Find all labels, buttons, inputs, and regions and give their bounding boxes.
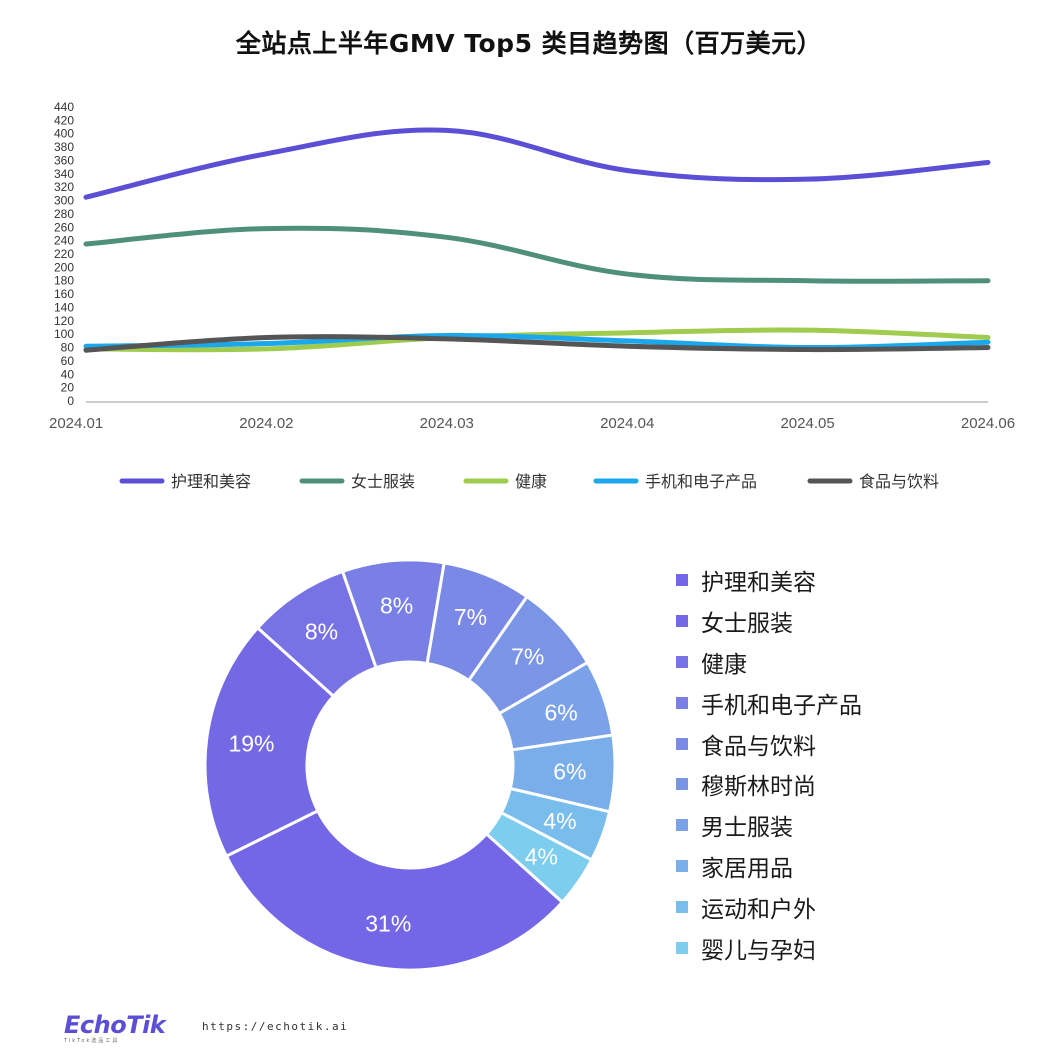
legend-swatch bbox=[676, 819, 688, 832]
y-tick-label: 100 bbox=[54, 327, 74, 341]
line-chart: 0204060801001201401601802002202402602803… bbox=[49, 100, 1015, 491]
chart-title: 全站点上半年GMV Top5 类目趋势图（百万美元） bbox=[235, 29, 823, 58]
y-tick-label: 420 bbox=[54, 113, 74, 127]
legend-item: 家居用品 bbox=[676, 846, 862, 887]
donut-slice bbox=[203, 625, 336, 859]
legend-label: 手机和电子产品 bbox=[701, 692, 862, 719]
legend-swatch bbox=[676, 615, 688, 628]
legend-item: 护理和美容 bbox=[676, 560, 862, 601]
legend-swatch bbox=[676, 941, 688, 954]
y-tick-label: 180 bbox=[54, 274, 74, 288]
y-tick-label: 80 bbox=[61, 341, 75, 355]
legend-label: 男士服装 bbox=[701, 815, 793, 842]
y-tick-label: 360 bbox=[54, 153, 74, 167]
legend-label: 女士服装 bbox=[701, 611, 793, 638]
slice-label: 7% bbox=[511, 644, 544, 670]
y-tick-label: 280 bbox=[54, 207, 74, 221]
legend-label: 家居用品 bbox=[701, 855, 793, 882]
y-tick-label: 300 bbox=[54, 194, 74, 208]
donut-chart: 31% 19% 8% 8% 7% 7% 6% 6% 4% 4% bbox=[203, 558, 617, 972]
legend-swatch bbox=[676, 655, 688, 668]
donut-legend: 护理和美容女士服装健康手机和电子产品 食品与饮料穆斯林时尚男士服装家居用品运动和户… bbox=[676, 560, 862, 968]
series-line-2 bbox=[83, 225, 991, 284]
y-tick-label: 340 bbox=[54, 167, 74, 181]
series-line-5 bbox=[83, 334, 991, 353]
y-tick-label: 140 bbox=[54, 300, 74, 314]
legend-swatch bbox=[676, 574, 688, 587]
legend-label: 运动和户外 bbox=[701, 896, 816, 923]
y-tick-label: 240 bbox=[54, 234, 74, 248]
legend-label: 健康 bbox=[515, 472, 547, 491]
x-tick-label: 2024.01 bbox=[49, 415, 103, 432]
x-tick-label: 2024.04 bbox=[600, 415, 654, 432]
series-line-3 bbox=[83, 327, 991, 353]
slice-label: 8% bbox=[380, 593, 413, 619]
slice-label: 4% bbox=[543, 808, 576, 834]
y-tick-label: 260 bbox=[54, 220, 74, 234]
legend-label: 护理和美容 bbox=[171, 472, 251, 491]
slice-label: 19% bbox=[228, 730, 274, 756]
legend-swatch bbox=[676, 737, 688, 750]
legend-item: 手机和电子产品 bbox=[676, 682, 862, 723]
y-tick-label: 60 bbox=[61, 354, 75, 368]
legend-label: 食品与饮料 bbox=[859, 472, 939, 491]
y-tick-label: 160 bbox=[54, 287, 74, 301]
legend-item: 婴儿与孕妇 bbox=[676, 927, 862, 968]
logo-subtitle: TikTok选品工具 bbox=[64, 1038, 120, 1044]
logo-text: EchoTik bbox=[64, 1011, 166, 1039]
legend-label: 护理和美容 bbox=[701, 570, 816, 597]
legend-label: 食品与饮料 bbox=[701, 733, 816, 760]
legend-label: 穆斯林时尚 bbox=[701, 774, 816, 801]
slice-label: 6% bbox=[544, 699, 577, 725]
legend-item: 健康 bbox=[676, 642, 862, 683]
x-tick-label: 2024.03 bbox=[420, 415, 474, 432]
y-tick-label: 120 bbox=[54, 314, 74, 328]
legend-item: 食品与饮料 bbox=[676, 723, 862, 764]
legend-label: 健康 bbox=[701, 651, 747, 678]
echotik-logo: EchoTik TikTok选品工具 bbox=[64, 1011, 166, 1044]
legend-item: 男士服装 bbox=[676, 805, 862, 846]
y-tick-label: 200 bbox=[54, 260, 74, 274]
site-url: https://echotik.ai bbox=[202, 1020, 349, 1033]
slice-label: 31% bbox=[365, 911, 411, 937]
legend-swatch bbox=[676, 859, 688, 872]
slice-label: 7% bbox=[454, 604, 487, 630]
y-tick-label: 440 bbox=[54, 100, 74, 114]
legend-item: 穆斯林时尚 bbox=[676, 764, 862, 805]
x-tick-label: 2024.05 bbox=[780, 415, 834, 432]
x-tick-label: 2024.02 bbox=[239, 415, 293, 432]
slice-label: 4% bbox=[525, 843, 558, 869]
legend-swatch bbox=[676, 900, 688, 913]
series-line-1 bbox=[83, 127, 991, 200]
legend-label: 婴儿与孕妇 bbox=[701, 937, 816, 964]
y-tick-label: 220 bbox=[54, 247, 74, 261]
legend-swatch bbox=[676, 778, 688, 791]
y-tick-label: 320 bbox=[54, 180, 74, 194]
y-tick-label: 40 bbox=[61, 367, 75, 381]
slice-label: 6% bbox=[553, 759, 586, 785]
legend-swatch bbox=[676, 696, 688, 709]
y-tick-label: 0 bbox=[67, 394, 74, 408]
legend-label: 手机和电子产品 bbox=[645, 472, 757, 491]
legend-label: 女士服装 bbox=[351, 472, 415, 491]
donut-slice bbox=[484, 810, 594, 905]
x-tick-label: 2024.06 bbox=[961, 415, 1015, 432]
slice-label: 8% bbox=[305, 619, 338, 645]
y-tick-label: 380 bbox=[54, 140, 74, 154]
legend-item: 运动和户外 bbox=[676, 886, 862, 927]
donut-slice bbox=[224, 808, 565, 972]
y-tick-label: 400 bbox=[54, 127, 74, 141]
legend-item: 女士服装 bbox=[676, 601, 862, 642]
y-tick-label: 20 bbox=[61, 381, 75, 395]
